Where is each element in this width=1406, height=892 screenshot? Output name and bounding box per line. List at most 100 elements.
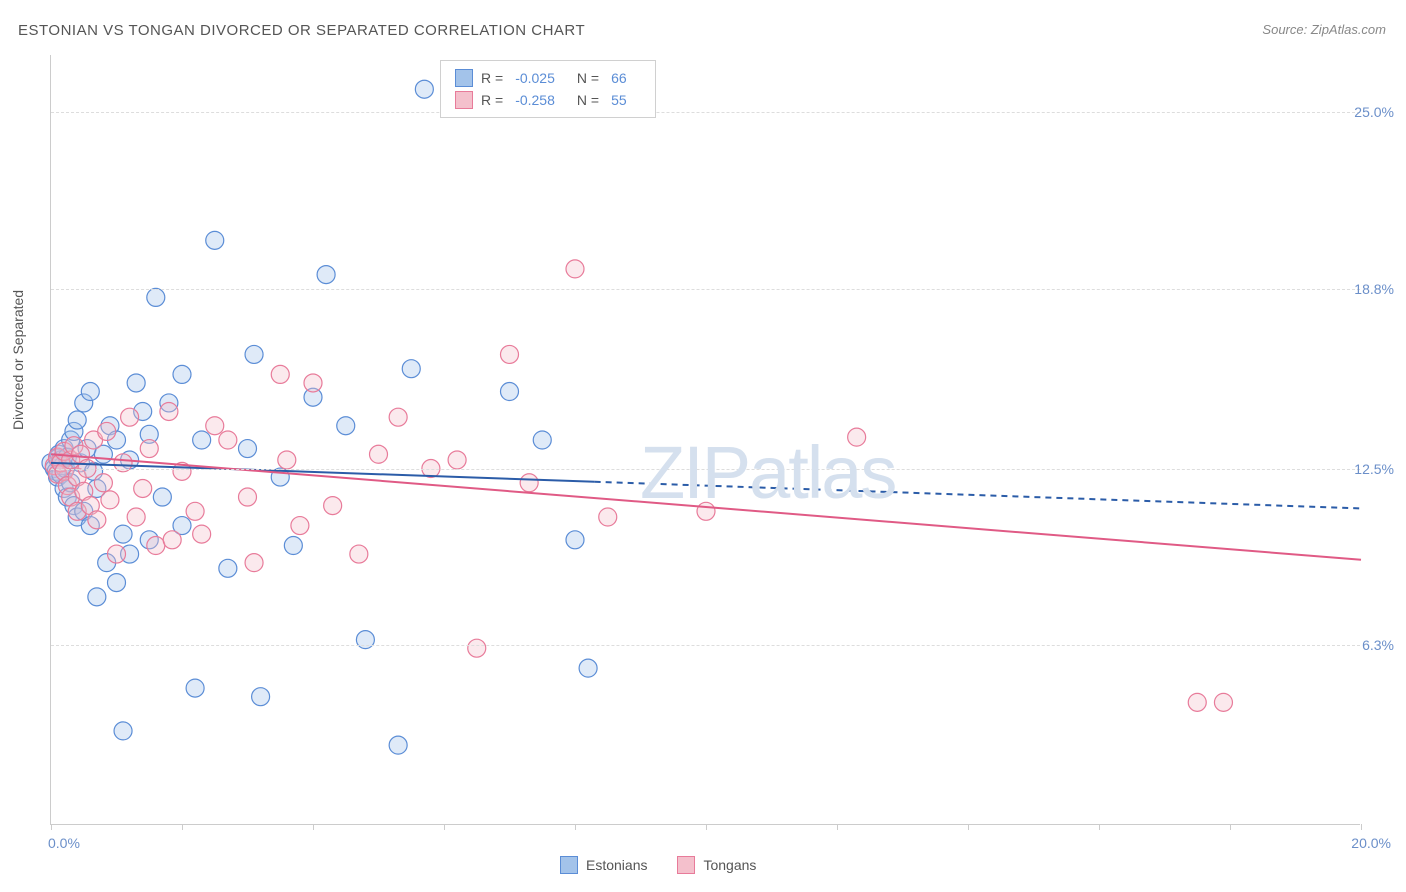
gridline (51, 645, 1360, 646)
scatter-point (186, 502, 204, 520)
x-tick (444, 824, 445, 830)
gridline (51, 469, 1360, 470)
chart-source: Source: ZipAtlas.com (1262, 22, 1386, 37)
n-value: 66 (611, 70, 627, 86)
r-value: -0.025 (515, 70, 555, 86)
series-legend-item: Tongans (677, 856, 756, 874)
scatter-point (697, 502, 715, 520)
scatter-point (415, 80, 433, 98)
scatter-point (599, 508, 617, 526)
scatter-point (140, 440, 158, 458)
x-tick (1361, 824, 1362, 830)
series-legend: Estonians Tongans (560, 856, 756, 874)
scatter-point (114, 525, 132, 543)
stats-legend-row: R =-0.258 N =55 (455, 89, 641, 111)
x-tick (182, 824, 183, 830)
scatter-point (173, 365, 191, 383)
scatter-point (114, 722, 132, 740)
scatter-point (219, 559, 237, 577)
scatter-point (101, 491, 119, 509)
scatter-point (160, 402, 178, 420)
scatter-point (147, 537, 165, 555)
chart-title: ESTONIAN VS TONGAN DIVORCED OR SEPARATED… (18, 22, 585, 39)
scatter-point (324, 497, 342, 515)
plot-svg (51, 55, 1360, 824)
gridline (51, 289, 1360, 290)
scatter-point (350, 545, 368, 563)
scatter-point (389, 736, 407, 754)
r-label: R = (481, 70, 503, 86)
scatter-point (1188, 693, 1206, 711)
x-tick-label: 0.0% (48, 835, 80, 851)
n-label: N = (577, 92, 599, 108)
scatter-point (304, 374, 322, 392)
stats-legend-row: R =-0.025 N =66 (455, 67, 641, 89)
scatter-point (121, 408, 139, 426)
scatter-point (278, 451, 296, 469)
scatter-point (579, 659, 597, 677)
x-tick (575, 824, 576, 830)
scatter-point (81, 383, 99, 401)
scatter-point (252, 688, 270, 706)
scatter-point (284, 537, 302, 555)
scatter-point (108, 545, 126, 563)
scatter-point (239, 488, 257, 506)
legend-swatch (560, 856, 578, 874)
source-value: ZipAtlas.com (1311, 22, 1386, 37)
x-tick (51, 824, 52, 830)
scatter-point (245, 345, 263, 363)
scatter-point (134, 479, 152, 497)
scatter-point (468, 639, 486, 657)
scatter-point (848, 428, 866, 446)
stats-legend: R =-0.025 N =66 R =-0.258 N =55 (440, 60, 656, 118)
scatter-point (566, 260, 584, 278)
y-tick-label: 6.3% (1362, 637, 1394, 653)
y-axis-label: Divorced or Separated (10, 290, 26, 430)
series-legend-item: Estonians (560, 856, 647, 874)
scatter-point (206, 231, 224, 249)
x-tick (313, 824, 314, 830)
x-tick-label: 20.0% (1351, 835, 1391, 851)
scatter-point (147, 288, 165, 306)
scatter-point (206, 417, 224, 435)
scatter-point (317, 266, 335, 284)
scatter-point (239, 440, 257, 458)
scatter-point (520, 474, 538, 492)
y-tick-label: 12.5% (1354, 461, 1394, 477)
scatter-point (108, 574, 126, 592)
legend-swatch (455, 91, 473, 109)
scatter-point (186, 679, 204, 697)
scatter-point (1214, 693, 1232, 711)
scatter-point (245, 554, 263, 572)
scatter-point (163, 531, 181, 549)
scatter-point (219, 431, 237, 449)
x-tick (968, 824, 969, 830)
r-label: R = (481, 92, 503, 108)
x-tick (837, 824, 838, 830)
scatter-point (448, 451, 466, 469)
scatter-point (291, 517, 309, 535)
scatter-point (88, 511, 106, 529)
scatter-point (127, 374, 145, 392)
n-value: 55 (611, 92, 627, 108)
scatter-point (533, 431, 551, 449)
legend-swatch (455, 69, 473, 87)
scatter-point (68, 411, 86, 429)
source-label: Source: (1262, 22, 1307, 37)
scatter-point (501, 345, 519, 363)
legend-swatch (677, 856, 695, 874)
series-label: Tongans (703, 857, 756, 873)
scatter-point (566, 531, 584, 549)
scatter-point (370, 445, 388, 463)
scatter-point (271, 365, 289, 383)
scatter-point (153, 488, 171, 506)
scatter-point (88, 588, 106, 606)
scatter-point (193, 431, 211, 449)
scatter-point (98, 422, 116, 440)
scatter-point (94, 474, 112, 492)
series-label: Estonians (586, 857, 647, 873)
scatter-point (337, 417, 355, 435)
scatter-point (193, 525, 211, 543)
scatter-point (501, 383, 519, 401)
x-tick (1099, 824, 1100, 830)
